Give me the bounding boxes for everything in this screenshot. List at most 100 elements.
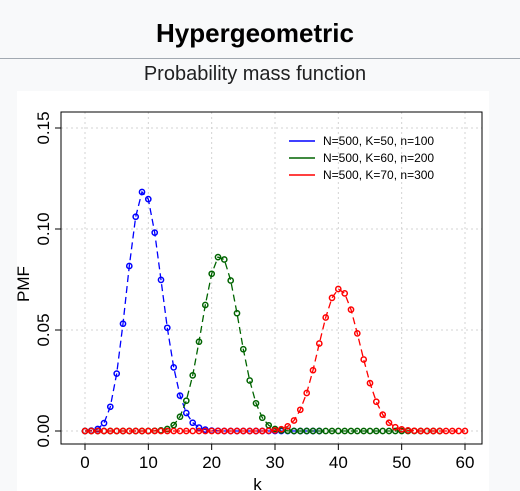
data-point	[233, 309, 241, 317]
legend-label: N=500, K=60, n=200	[323, 151, 434, 165]
data-point	[195, 427, 203, 435]
legend-label: N=500, K=70, n=300	[323, 168, 434, 182]
data-point	[189, 419, 197, 427]
series-line-2	[85, 256, 440, 432]
data-point	[429, 427, 437, 435]
x-tick-label: 50	[392, 453, 411, 472]
data-point	[220, 427, 228, 435]
data-point	[372, 398, 380, 406]
data-point	[132, 427, 140, 435]
data-point	[360, 427, 368, 435]
data-point	[258, 414, 266, 422]
data-point	[113, 370, 121, 377]
data-point	[385, 419, 393, 427]
data-point	[182, 409, 190, 417]
data-point	[144, 427, 152, 435]
data-point	[417, 427, 425, 435]
data-point	[157, 427, 165, 435]
data-point	[214, 427, 222, 435]
data-point	[94, 427, 102, 435]
data-point	[284, 423, 292, 430]
data-point	[391, 427, 399, 435]
data-point	[125, 262, 133, 270]
data-point	[100, 419, 108, 427]
data-point	[322, 427, 330, 435]
data-point	[220, 256, 228, 263]
data-point	[398, 426, 406, 433]
data-point	[448, 427, 456, 435]
x-axis-label: k	[253, 475, 262, 491]
x-tick-label: 20	[202, 453, 221, 472]
data-point	[132, 213, 140, 221]
data-point	[455, 427, 463, 435]
y-tick-label: 0.00	[34, 414, 53, 447]
data-point	[347, 427, 355, 435]
data-point	[353, 427, 361, 435]
data-point	[233, 427, 241, 435]
data-point	[214, 253, 222, 261]
data-point	[163, 324, 171, 332]
pmf-chart: 0 10 20 30 40 50 60 0.00 0.05 0.10 0.15 k PMF N=500, …	[17, 111, 483, 491]
data-point	[100, 427, 108, 435]
data-point	[106, 427, 114, 435]
data-point	[372, 427, 380, 435]
data-point	[309, 427, 317, 435]
data-point	[239, 427, 247, 435]
data-point	[296, 406, 304, 414]
page-title: Hypergeometric	[156, 18, 354, 48]
data-point	[410, 427, 418, 435]
data-point	[151, 427, 159, 435]
data-point	[341, 290, 349, 297]
data-point	[385, 427, 393, 435]
data-point	[176, 413, 184, 421]
data-point	[347, 306, 355, 313]
data-point	[201, 427, 209, 435]
data-point	[252, 399, 260, 407]
data-point	[176, 392, 184, 399]
data-point	[182, 397, 190, 405]
data-point	[271, 427, 279, 434]
data-point	[138, 427, 146, 435]
data-point	[404, 427, 412, 434]
data-point	[119, 427, 127, 435]
data-point	[334, 427, 342, 435]
data-point	[353, 330, 361, 337]
y-tick-label: 0.15	[34, 111, 53, 144]
y-tick-label: 0.05	[34, 313, 53, 346]
plot-frame	[60, 111, 483, 445]
data-point	[176, 427, 184, 435]
data-point	[170, 427, 178, 435]
data-point	[309, 366, 317, 374]
data-point	[227, 427, 235, 435]
data-point	[106, 403, 114, 411]
data-point	[81, 427, 89, 435]
data-point	[328, 427, 336, 435]
data-point	[366, 379, 374, 387]
data-point	[360, 356, 368, 363]
data-point	[296, 427, 304, 435]
y-tick-label: 0.10	[34, 212, 53, 245]
x-tick-label: 10	[139, 453, 158, 472]
y-axis-label: PMF	[17, 266, 33, 302]
data-point	[315, 340, 323, 347]
data-point	[170, 364, 178, 371]
data-point	[258, 427, 266, 435]
data-point	[195, 338, 203, 346]
data-point	[461, 427, 469, 435]
data-point	[265, 427, 273, 435]
data-point	[328, 294, 336, 302]
data-point	[201, 301, 209, 309]
x-tick-label: 30	[266, 453, 285, 472]
data-point	[189, 372, 197, 379]
data-point	[303, 389, 311, 397]
data-point	[284, 427, 292, 435]
data-point	[442, 427, 450, 435]
data-point	[208, 270, 216, 278]
data-point	[182, 427, 190, 435]
data-point	[391, 423, 399, 431]
data-point	[87, 427, 95, 435]
data-point	[379, 427, 387, 435]
data-point	[246, 377, 254, 384]
series-line-1	[84, 190, 320, 432]
data-point	[303, 427, 311, 435]
